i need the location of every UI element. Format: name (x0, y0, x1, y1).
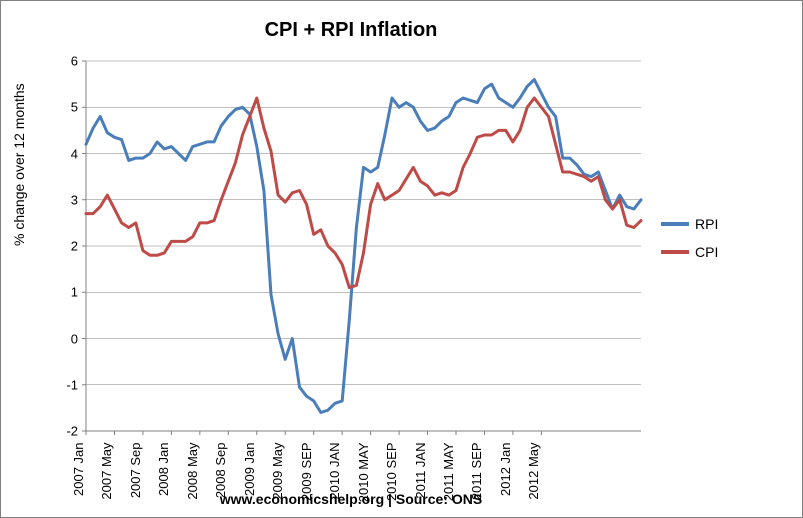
y-tick-label: 0 (71, 331, 86, 346)
x-tick-label: 2007 Jan (71, 439, 86, 497)
legend-item-cpi: CPI (661, 244, 718, 260)
plot-area: -2-101234562007 Jan2007 May2007 Sep2008 … (86, 61, 641, 431)
y-tick-label: 1 (71, 285, 86, 300)
x-tick-label: 2007 Sep (128, 439, 143, 499)
chart-footer: www.economicshelp.org | Source: ONS (1, 491, 701, 507)
y-tick-label: 3 (71, 192, 86, 207)
legend: RPI CPI (661, 216, 718, 272)
y-tick-label: -1 (66, 377, 86, 392)
y-axis-label: % change over 12 months (11, 83, 27, 246)
x-tick-label: 2012 Jan (498, 439, 513, 497)
y-tick-label: 2 (71, 239, 86, 254)
legend-label-cpi: CPI (695, 244, 718, 260)
legend-swatch-rpi (661, 222, 689, 226)
chart-title: CPI + RPI Inflation (1, 19, 701, 42)
y-tick-label: 5 (71, 100, 86, 115)
x-tick-label: 2009 Jan (242, 439, 257, 497)
legend-label-rpi: RPI (695, 216, 718, 232)
x-tick-label: 2008 Jan (156, 439, 171, 497)
y-tick-label: 6 (71, 54, 86, 69)
chart-container: CPI + RPI Inflation % change over 12 mon… (0, 0, 803, 518)
legend-item-rpi: RPI (661, 216, 718, 232)
chart-svg (86, 61, 641, 431)
y-tick-label: -2 (66, 424, 86, 439)
x-tick-label: 2011 JAN (413, 439, 428, 499)
legend-swatch-cpi (661, 250, 689, 254)
y-tick-label: 4 (71, 146, 86, 161)
x-tick-label: 2008 Sep (213, 439, 228, 499)
